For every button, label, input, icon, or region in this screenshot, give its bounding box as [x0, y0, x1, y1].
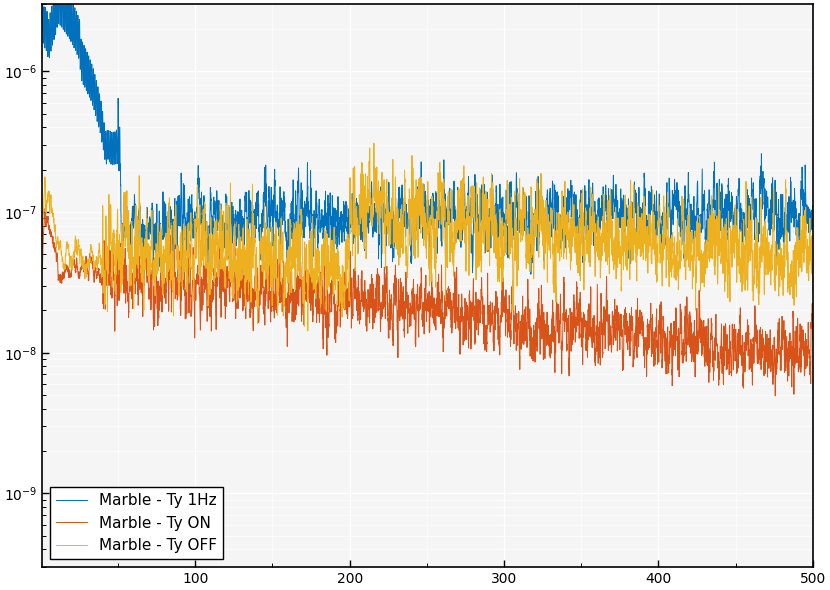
Marble - Ty 1Hz: [332, 245, 342, 253]
Marble - Ty 1Hz: [613, 202, 622, 209]
Marble - Ty OFF: [613, 261, 622, 268]
Marble - Ty ON: [37, 264, 47, 271]
Marble - Ty 1Hz: [500, 239, 510, 246]
Marble - Ty 1Hz: [539, 234, 549, 241]
Marble - Ty 1Hz: [671, 192, 681, 199]
Marble - Ty OFF: [671, 251, 681, 258]
Marble - Ty ON: [178, 245, 188, 253]
Marble - Ty ON: [500, 294, 510, 301]
Marble - Ty OFF: [808, 287, 818, 294]
Line: Marble - Ty 1Hz: Marble - Ty 1Hz: [42, 0, 813, 275]
Marble - Ty ON: [671, 304, 681, 312]
Marble - Ty ON: [332, 314, 342, 321]
Marble - Ty ON: [41, 201, 51, 208]
Line: Marble - Ty ON: Marble - Ty ON: [42, 205, 813, 396]
Marble - Ty 1Hz: [178, 218, 188, 225]
Marble - Ty OFF: [37, 244, 47, 251]
Marble - Ty ON: [613, 348, 622, 355]
Marble - Ty 1Hz: [808, 202, 818, 209]
Legend: Marble - Ty 1Hz, Marble - Ty ON, Marble - Ty OFF: Marble - Ty 1Hz, Marble - Ty ON, Marble …: [50, 487, 223, 559]
Marble - Ty OFF: [539, 242, 549, 249]
Marble - Ty OFF: [303, 327, 313, 335]
Line: Marble - Ty OFF: Marble - Ty OFF: [42, 143, 813, 331]
Marble - Ty ON: [770, 392, 780, 399]
Marble - Ty OFF: [369, 140, 378, 147]
Marble - Ty 1Hz: [125, 271, 135, 278]
Marble - Ty ON: [808, 336, 818, 343]
Marble - Ty OFF: [500, 232, 510, 240]
Marble - Ty ON: [539, 342, 549, 349]
Marble - Ty OFF: [178, 266, 188, 273]
Marble - Ty 1Hz: [37, 0, 47, 4]
Marble - Ty OFF: [332, 270, 342, 277]
